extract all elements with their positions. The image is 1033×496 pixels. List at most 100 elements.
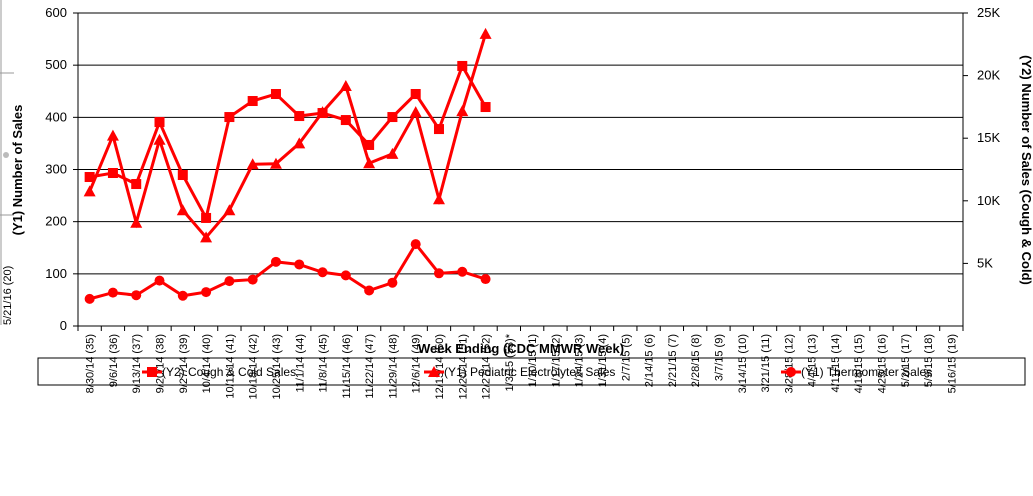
marker-triangle [293,137,306,149]
marker-circle [270,256,281,267]
marker-square [457,60,468,71]
marker-circle [340,270,351,281]
y-tick-label: 400 [45,109,67,124]
marker-square [480,102,491,113]
fragment-dot [3,152,9,158]
marker-square [84,172,95,183]
x-tick-label: 3/28/15 (12) [783,334,795,393]
marker-square [247,96,258,107]
x-tick-label: 10/11/14 (41) [224,334,236,399]
marker-circle [224,276,235,287]
x-tick-label: 11/8/14 (45) [318,334,330,393]
marker-triangle [409,106,422,118]
marker-circle [364,285,375,296]
marker-circle [107,287,118,298]
x-tick-label: 3/14/15 (10) [737,334,749,393]
y-tick-label: 0 [60,318,67,333]
marker-circle [786,367,796,377]
x-axis-title: Week Ending (CDC MMWR Week) [418,341,624,356]
marker-square [177,170,188,181]
marker-square [147,367,157,377]
marker-circle [317,267,328,278]
marker-triangle [223,204,236,216]
marker-triangle [153,133,166,145]
y2-tick-label: 5K [977,255,993,270]
marker-circle [247,274,258,285]
marker-triangle [363,157,376,169]
y2-tick-label: 10K [977,193,1000,208]
legend-label: (Y2) Cough & Cold Sales [162,365,296,379]
marker-square [410,89,421,100]
marker-triangle [386,147,399,159]
x-tick-label: 1/10/15 (1) [527,334,539,387]
marker-triangle [456,105,469,117]
x-tick-label: 2/14/15 (6) [644,334,656,387]
x-tick-label: 10/25/14 (43) [271,334,283,399]
x-tick-label: 2/28/15 (8) [690,334,702,387]
x-tick-label: 3/7/15 (9) [713,334,725,381]
marker-circle [457,266,468,277]
x-tick-label: 5/16/15 (19) [946,334,958,393]
marker-triangle [176,204,189,216]
marker-square [270,89,281,100]
marker-triangle [246,158,259,170]
x-tick-label: 11/22/14 (47) [364,334,376,399]
x-tick-label: 11/15/14 (46) [341,334,353,399]
x-tick-label: 10/4/14 (40) [201,334,213,393]
marker-square [433,124,444,135]
marker-square [131,179,142,190]
marker-triangle [316,106,329,118]
y2-tick-label: 25K [977,5,1000,20]
marker-square [364,139,375,150]
x-tick-label: 4/4/15 (13) [807,334,819,387]
y-axis-title: (Y1) Number of Sales [10,105,25,236]
marker-circle [410,239,421,250]
x-tick-label: 8/30/14 (35) [85,334,97,393]
fragment-label: 5/21/16 (20) [2,266,14,325]
marker-triangle [130,216,143,228]
x-tick-label: 9/13/14 (37) [131,334,143,393]
x-tick-label: 12/13/14 (50) [434,334,446,399]
series-line [88,33,488,240]
marker-triangle [200,231,213,243]
y2-axis-title: (Y2) Number of Sales (Cough & Cold) [1019,55,1033,285]
y2-tick-label: 20K [977,68,1000,83]
x-tick-label: 12/6/14 (49) [411,334,423,393]
y-tick-label: 200 [45,214,67,229]
marker-square [154,117,165,128]
x-tick-label: 4/11/15 (14) [830,334,842,393]
x-tick-label: 9/6/14 (36) [108,334,120,387]
x-tick-label: 9/20/14 (38) [155,334,167,393]
x-tick-label: 2/7/15 (5) [620,334,632,381]
x-tick-label: 5/9/15 (18) [923,334,935,387]
marker-circle [177,290,188,301]
x-tick-label: 1/31/15 (4) [597,334,609,387]
marker-circle [84,293,95,304]
marker-square [387,112,398,123]
legend-label: (Y1) Thermometer Sales [801,365,932,379]
x-tick-label: 10/18/14 (42) [248,334,260,399]
marker-circle [154,275,165,286]
marker-circle [433,268,444,279]
marker-circle [294,259,305,270]
y-tick-label: 300 [45,162,67,177]
series-line [89,62,487,223]
marker-triangle [479,27,492,39]
marker-circle [201,287,212,298]
legend-label: (Y1) Pediatric Electrolytes Sales [444,365,615,379]
legend-box [37,357,1026,386]
y-tick-label: 600 [45,5,67,20]
x-tick-label: 2/21/15 (7) [667,334,679,387]
marker-square [224,112,235,123]
marker-triangle [339,80,352,92]
x-tick-label: 3/21/15 (11) [760,334,772,393]
marker-circle [131,290,142,301]
x-tick-label: 1/24/15 (3) [574,334,586,387]
marker-triangle [106,129,119,141]
y-tick-label: 500 [45,57,67,72]
marker-square [201,212,212,223]
marker-triangle [83,185,96,197]
marker-square [294,111,305,122]
